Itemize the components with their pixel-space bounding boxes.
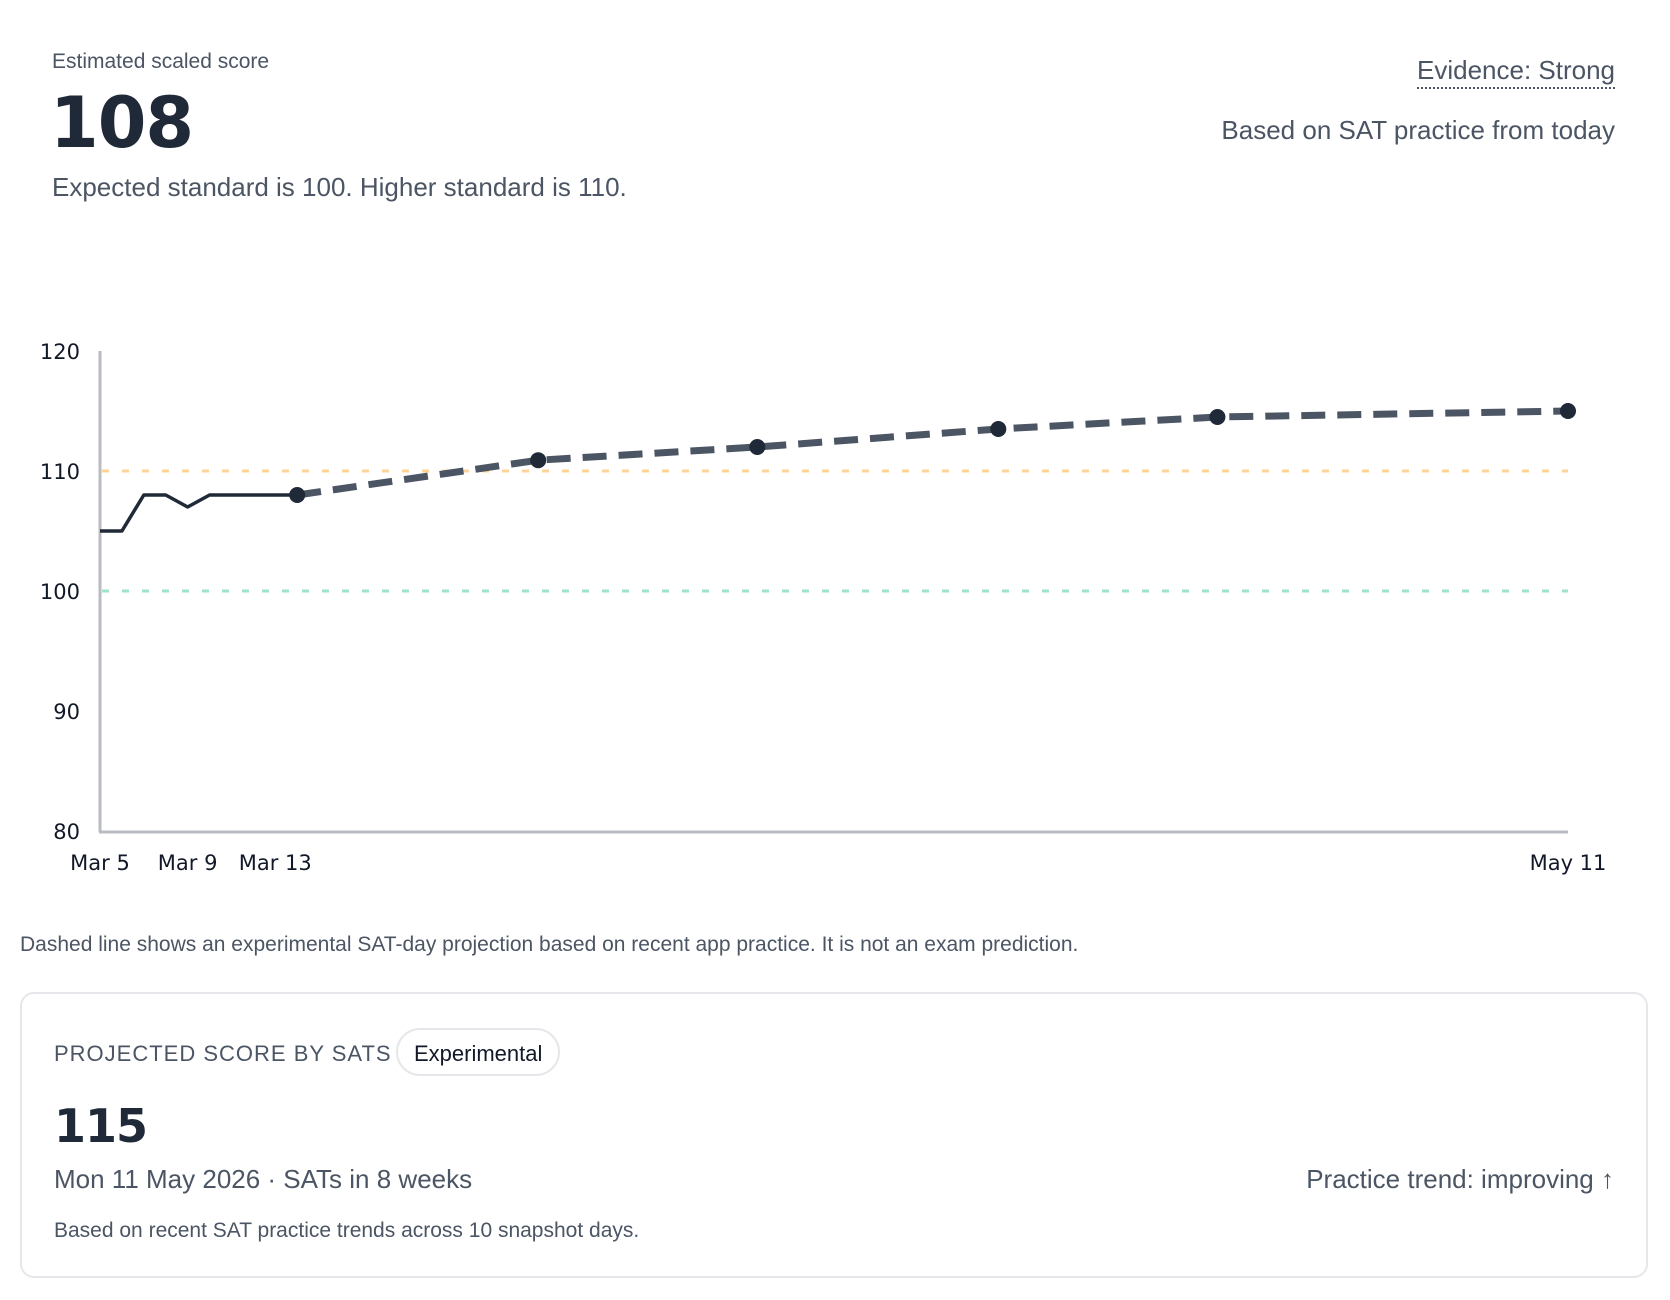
projection-footnote: Based on recent SAT practice trends acro… bbox=[54, 1219, 640, 1242]
x-tick-label: Mar 5 bbox=[70, 851, 130, 875]
score-trend-chart: 80 90 100 110 120 Mar 5 Mar 9 Mar 13 May 11 bbox=[40, 340, 1607, 875]
x-tick-label: May 11 bbox=[1530, 851, 1607, 875]
projection-line bbox=[296, 407, 1569, 499]
sat-date-line: Mon 11 May 2026 · SATs in 8 weeks bbox=[54, 1164, 473, 1194]
x-tick-label: Mar 9 bbox=[158, 851, 218, 875]
y-axis-ticks: 80 90 100 110 120 bbox=[40, 340, 80, 844]
x-axis-ticks: Mar 5 Mar 9 Mar 13 May 11 bbox=[70, 851, 1606, 875]
projection-point[interactable] bbox=[990, 421, 1007, 437]
y-tick-label: 100 bbox=[40, 580, 80, 604]
history-line bbox=[100, 493, 298, 533]
projection-point[interactable] bbox=[749, 439, 766, 455]
practice-trend: Practice trend: improving ↑ bbox=[1306, 1164, 1614, 1194]
experimental-badge: Experimental bbox=[396, 1028, 561, 1076]
standards-text: Expected standard is 100. Higher standar… bbox=[52, 172, 627, 202]
projected-score-card: PROJECTED SCORE BY SATS Experimental 115… bbox=[20, 992, 1648, 1278]
chart-series bbox=[100, 403, 1576, 533]
current-score: 108 bbox=[50, 82, 194, 164]
y-tick-label: 90 bbox=[53, 700, 80, 724]
y-tick-label: 110 bbox=[40, 460, 80, 484]
y-tick-label: 120 bbox=[40, 340, 80, 364]
standard-reference-lines bbox=[102, 469, 1568, 593]
x-tick-label: Mar 13 bbox=[239, 851, 312, 875]
projection-point[interactable] bbox=[1209, 409, 1226, 425]
projected-score-label: PROJECTED SCORE BY SATS bbox=[54, 1041, 392, 1066]
projection-point[interactable] bbox=[289, 487, 306, 503]
projected-score: 115 bbox=[54, 1099, 148, 1153]
score-label: Estimated scaled score bbox=[52, 50, 270, 73]
evidence-strength-tooltip-trigger[interactable]: Evidence: Strong bbox=[1416, 55, 1615, 89]
chart-caption: Dashed line shows an experimental SAT-da… bbox=[20, 933, 1079, 956]
y-tick-label: 80 bbox=[53, 820, 80, 844]
projection-point[interactable] bbox=[530, 452, 547, 469]
evidence-basis-text: Based on SAT practice from today bbox=[1221, 115, 1615, 145]
projection-point[interactable] bbox=[1560, 403, 1576, 419]
